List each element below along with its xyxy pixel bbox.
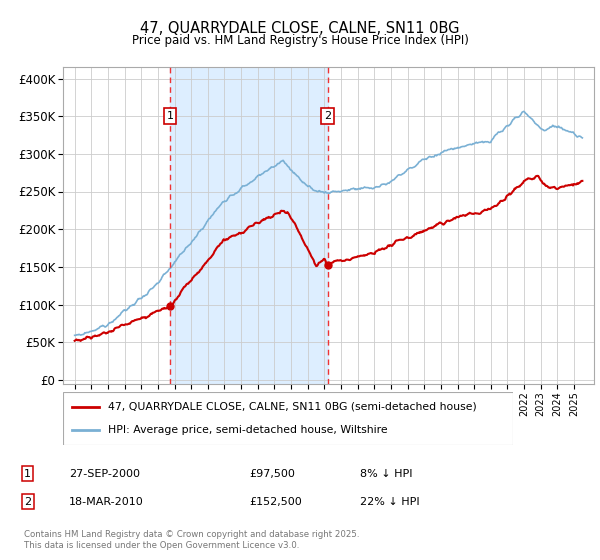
Text: 1: 1 — [24, 469, 31, 479]
Text: Price paid vs. HM Land Registry's House Price Index (HPI): Price paid vs. HM Land Registry's House … — [131, 34, 469, 46]
Text: 8% ↓ HPI: 8% ↓ HPI — [360, 469, 413, 479]
Text: Contains HM Land Registry data © Crown copyright and database right 2025.
This d: Contains HM Land Registry data © Crown c… — [24, 530, 359, 549]
Text: 47, QUARRYDALE CLOSE, CALNE, SN11 0BG: 47, QUARRYDALE CLOSE, CALNE, SN11 0BG — [140, 21, 460, 36]
FancyBboxPatch shape — [63, 392, 513, 445]
Text: £97,500: £97,500 — [249, 469, 295, 479]
Text: 2: 2 — [324, 111, 331, 121]
Text: 22% ↓ HPI: 22% ↓ HPI — [360, 497, 419, 507]
Text: £152,500: £152,500 — [249, 497, 302, 507]
Text: 47, QUARRYDALE CLOSE, CALNE, SN11 0BG (semi-detached house): 47, QUARRYDALE CLOSE, CALNE, SN11 0BG (s… — [108, 402, 477, 412]
Text: 2: 2 — [24, 497, 31, 507]
Text: 27-SEP-2000: 27-SEP-2000 — [69, 469, 140, 479]
Text: 1: 1 — [167, 111, 173, 121]
Bar — [170, 67, 328, 384]
Text: 18-MAR-2010: 18-MAR-2010 — [69, 497, 144, 507]
Text: HPI: Average price, semi-detached house, Wiltshire: HPI: Average price, semi-detached house,… — [108, 425, 388, 435]
